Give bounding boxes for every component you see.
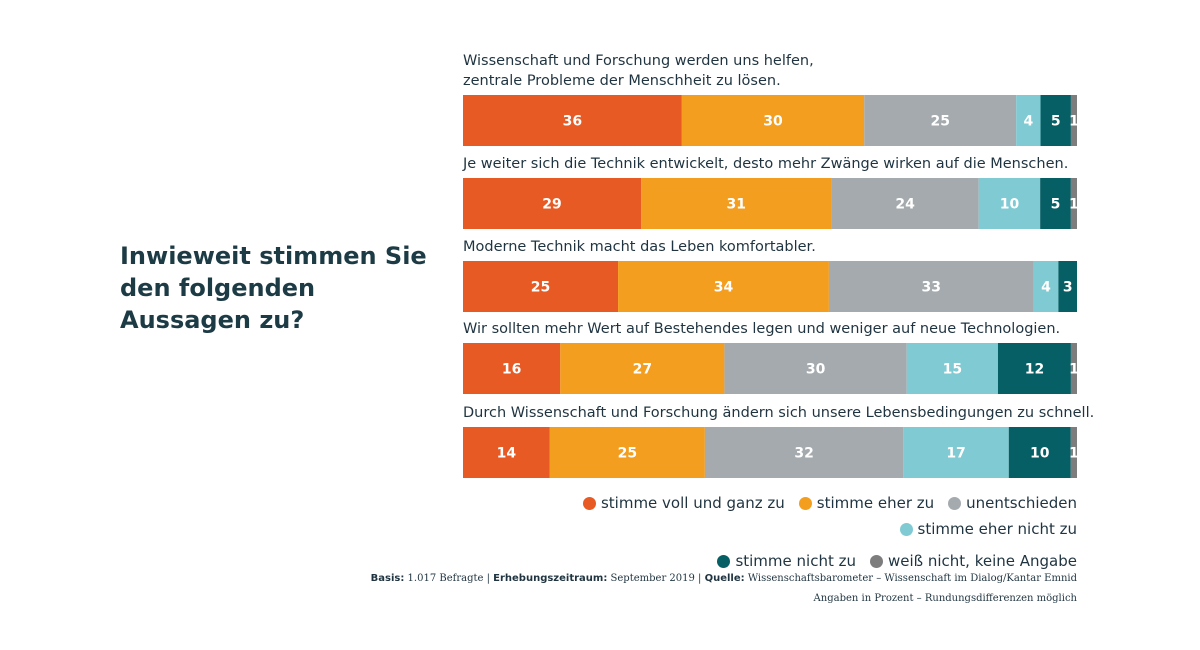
legend-label: unentschieden: [966, 494, 1077, 512]
bar-segment: [1070, 178, 1077, 229]
data-label: 1: [1069, 197, 1079, 213]
bar-segment: [463, 343, 561, 394]
footer-separator: |: [483, 573, 494, 584]
legend-label: stimme voll und ganz zu: [600, 494, 785, 512]
data-label: 16: [502, 362, 521, 378]
data-label: 5: [1051, 197, 1061, 213]
bar-segment: [724, 343, 907, 394]
category-label: Wissenschaft und Forschung werden uns he…: [463, 53, 814, 69]
bar-segment: [1040, 95, 1071, 146]
bar-segment: [1016, 95, 1041, 146]
legend-swatch: [869, 554, 883, 568]
data-label: 5: [1051, 114, 1061, 130]
bar-segment: [828, 261, 1034, 312]
bar-segment: [978, 178, 1041, 229]
data-label: 33: [922, 280, 941, 296]
bar-segment: [1070, 95, 1077, 146]
data-label: 1: [1069, 362, 1079, 378]
bar-segment: [463, 261, 619, 312]
data-label: 34: [714, 280, 734, 296]
footer-line-2: Angaben in Prozent – Rundungsdifferenzen…: [813, 593, 1077, 604]
legend-item: stimme voll und ganz zu: [582, 493, 785, 513]
data-label: 25: [531, 280, 550, 296]
bar-segment: [681, 95, 865, 146]
bar-segment: [463, 178, 642, 229]
data-label: 14: [497, 446, 517, 462]
data-label: 29: [542, 197, 561, 213]
footer-line-1: Basis: 1.017 Befragte | Erhebungszeitrau…: [371, 569, 1077, 589]
data-label: 30: [806, 362, 826, 378]
data-label: 17: [946, 446, 965, 462]
source-footer: Basis: 1.017 Befragte | Erhebungszeitrau…: [371, 569, 1077, 609]
legend-label: stimme nicht zu: [735, 552, 856, 570]
legend-swatch: [717, 554, 731, 568]
footer-source-label: Quelle:: [704, 573, 745, 584]
bar-segment: [704, 427, 904, 478]
bar-segment: [1070, 427, 1077, 478]
legend-swatch: [948, 496, 962, 510]
bar-segment: [618, 261, 829, 312]
legend-swatch: [798, 496, 812, 510]
legend-item: stimme eher nicht zu: [899, 519, 1077, 539]
bar-segment: [549, 427, 705, 478]
bar-segment: [906, 343, 998, 394]
bar-segment: [463, 95, 682, 146]
bar-segment: [864, 95, 1017, 146]
data-label: 25: [930, 114, 949, 130]
data-label: 24: [895, 197, 915, 213]
data-label: 10: [1030, 446, 1050, 462]
data-label: 1: [1069, 446, 1079, 462]
legend-item: unentschieden: [948, 493, 1077, 513]
footer-basis-value: 1.017 Befragte: [407, 573, 484, 584]
data-label: 4: [1041, 280, 1051, 296]
legend-label: weiß nicht, keine Angabe: [887, 552, 1077, 570]
data-label: 32: [794, 446, 813, 462]
data-label: 27: [633, 362, 652, 378]
bar-segment: [903, 427, 1009, 478]
category-label: Durch Wissenschaft und Forschung ändern …: [463, 405, 1094, 421]
data-label: 25: [618, 446, 637, 462]
legend-label: stimme eher zu: [816, 494, 935, 512]
data-label: 12: [1025, 362, 1044, 378]
footer-separator: |: [694, 573, 705, 584]
bar-segment: [997, 343, 1071, 394]
category-label: Je weiter sich die Technik entwickelt, d…: [462, 156, 1068, 172]
data-label: 15: [943, 362, 962, 378]
data-label: 36: [563, 114, 582, 130]
footer-period-label: Erhebungszeitraum:: [493, 573, 608, 584]
legend-label: stimme eher nicht zu: [917, 520, 1077, 538]
bar-segment: [463, 427, 550, 478]
footer-basis-label: Basis:: [370, 573, 405, 584]
category-label: zentrale Probleme der Menschheit zu löse…: [463, 73, 781, 89]
category-label: Wir sollten mehr Wert auf Bestehendes le…: [463, 321, 1060, 337]
legend-item: stimme eher zu: [798, 493, 935, 513]
legend-item: weiß nicht, keine Angabe: [869, 551, 1077, 571]
chart-legend: stimme voll und ganz zu stimme eher zu une…: [437, 493, 1077, 571]
bar-segment: [1058, 261, 1077, 312]
data-label: 10: [1000, 197, 1020, 213]
stacked-bar-chart: Wissenschaft und Forschung werden uns he…: [462, 53, 1094, 478]
bar-segment: [1033, 261, 1059, 312]
footer-period-value: September 2019: [610, 573, 695, 584]
bar-segment: [831, 178, 979, 229]
data-label: 30: [763, 114, 783, 130]
bar-segment: [1008, 427, 1071, 478]
data-label: 1: [1069, 114, 1079, 130]
data-label: 3: [1063, 280, 1073, 296]
footer-source-value: Wissenschaftsbarometer – Wissenschaft im…: [747, 573, 1077, 584]
legend-item: stimme nicht zu: [717, 551, 856, 571]
data-label: 31: [726, 197, 745, 213]
chart-question-title: Inwieweit stimmen Sie den folgenden Auss…: [120, 242, 427, 334]
data-label: 4: [1023, 114, 1033, 130]
legend-swatch: [899, 522, 913, 536]
bar-segment: [560, 343, 725, 394]
category-label: Moderne Technik macht das Leben komforta…: [463, 239, 816, 255]
bar-segment: [1040, 178, 1071, 229]
legend-swatch: [582, 496, 596, 510]
bar-segment: [641, 178, 832, 229]
bar-segment: [1070, 343, 1077, 394]
